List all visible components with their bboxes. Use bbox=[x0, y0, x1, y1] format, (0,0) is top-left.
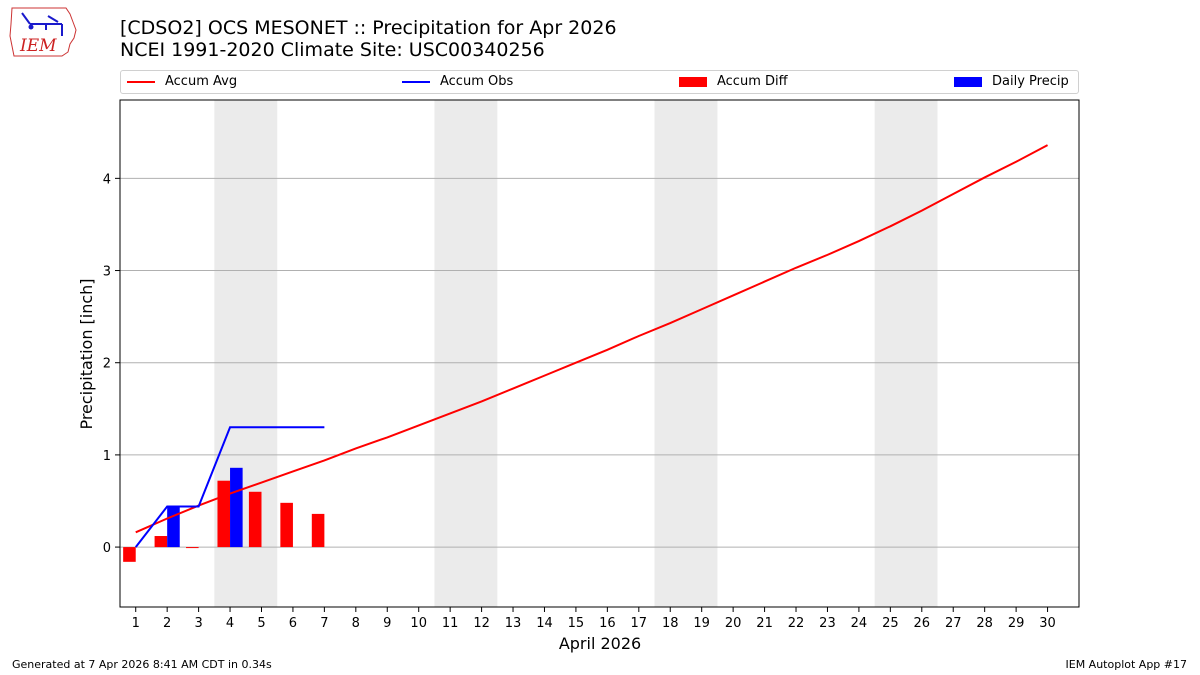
x-tick-label: 27 bbox=[945, 616, 962, 631]
x-tick-label: 18 bbox=[662, 616, 679, 631]
x-tick-label: 26 bbox=[914, 616, 931, 631]
x-tick-label: 8 bbox=[352, 616, 360, 631]
accum-diff-bar bbox=[186, 547, 199, 549]
accum-diff-bar bbox=[154, 536, 168, 548]
weather-station-icon bbox=[21, 12, 63, 36]
logo-text: IEM bbox=[19, 36, 57, 56]
weekend-band bbox=[434, 100, 498, 607]
x-tick-label: 11 bbox=[442, 616, 459, 631]
footer-generated: Generated at 7 Apr 2026 8:41 AM CDT in 0… bbox=[12, 658, 272, 671]
x-tick-label: 14 bbox=[536, 616, 553, 631]
x-tick-label: 7 bbox=[320, 616, 328, 631]
legend-item-accum-diff: Accum Diff bbox=[679, 74, 788, 89]
accum-diff-bar bbox=[311, 513, 325, 548]
legend-label: Accum Diff bbox=[717, 74, 788, 89]
legend-label: Accum Obs bbox=[440, 74, 514, 89]
x-tick-label: 19 bbox=[693, 616, 710, 631]
x-tick-label: 3 bbox=[194, 616, 202, 631]
x-tick-label: 30 bbox=[1039, 616, 1056, 631]
accum-diff-bar bbox=[217, 480, 231, 548]
weekend-band bbox=[874, 100, 938, 607]
plot-frame bbox=[119, 99, 1080, 608]
legend: Accum Avg Accum Obs Accum Diff Daily Pre… bbox=[120, 70, 1079, 94]
x-tick-label: 1 bbox=[132, 616, 140, 631]
x-tick-label: 17 bbox=[631, 616, 648, 631]
x-tick-label: 15 bbox=[568, 616, 585, 631]
x-tick-label: 20 bbox=[725, 616, 742, 631]
x-tick-label: 9 bbox=[383, 616, 391, 631]
x-tick-label: 28 bbox=[976, 616, 993, 631]
legend-swatch bbox=[402, 80, 430, 83]
y-axis-label: Precipitation [inch] bbox=[77, 278, 96, 429]
y-tick-label: 2 bbox=[103, 357, 111, 372]
accum-obs-line bbox=[134, 426, 325, 548]
x-tick-label: 5 bbox=[257, 616, 265, 631]
accum-avg-line bbox=[135, 144, 1049, 534]
x-tick-label: 4 bbox=[226, 616, 234, 631]
x-tick-label: 23 bbox=[819, 616, 836, 631]
x-tick-label: 22 bbox=[788, 616, 805, 631]
legend-swatch bbox=[954, 76, 982, 87]
accum-diff-bar bbox=[123, 547, 136, 562]
x-axis-label: April 2026 bbox=[559, 634, 641, 653]
y-tick-label: 0 bbox=[103, 541, 111, 556]
footer-app: IEM Autoplot App #17 bbox=[1065, 658, 1188, 671]
x-tick-label: 25 bbox=[882, 616, 899, 631]
x-tick-label: 6 bbox=[289, 616, 297, 631]
legend-label: Daily Precip bbox=[992, 74, 1069, 89]
legend-label: Accum Avg bbox=[165, 74, 238, 89]
x-tick-label: 10 bbox=[410, 616, 427, 631]
lines bbox=[134, 144, 1049, 548]
legend-swatch bbox=[127, 80, 155, 83]
y-tick-label: 4 bbox=[103, 172, 111, 187]
chart-title: [CDSO2] OCS MESONET :: Precipitation for… bbox=[120, 17, 617, 39]
legend-swatch bbox=[679, 76, 707, 87]
y-tick-label: 1 bbox=[103, 449, 111, 464]
weekend-shading bbox=[214, 100, 938, 607]
chart-subtitle: NCEI 1991-2020 Climate Site: USC00340256 bbox=[120, 39, 545, 61]
sensor-dot-icon bbox=[28, 24, 34, 30]
accum-diff-bar bbox=[248, 491, 262, 548]
x-tick-label: 13 bbox=[505, 616, 522, 631]
weekend-band bbox=[654, 100, 718, 607]
bars bbox=[123, 467, 325, 562]
legend-item-daily-precip: Daily Precip bbox=[954, 74, 1069, 89]
x-tick-label: 21 bbox=[756, 616, 773, 631]
daily-precip-bar bbox=[167, 506, 180, 548]
legend-item-accum-avg: Accum Avg bbox=[127, 74, 237, 89]
iem-logo: IEM bbox=[9, 7, 77, 57]
y-tick-label: 3 bbox=[103, 265, 111, 280]
daily-precip-bar bbox=[230, 467, 243, 548]
x-tick-label: 2 bbox=[163, 616, 171, 631]
gridlines bbox=[120, 177, 1079, 548]
x-tick-label: 29 bbox=[1008, 616, 1025, 631]
x-tick-label: 12 bbox=[473, 616, 490, 631]
accum-diff-bar bbox=[280, 502, 293, 548]
x-tick-label: 16 bbox=[599, 616, 616, 631]
legend-item-accum-obs: Accum Obs bbox=[402, 74, 513, 89]
x-tick-label: 24 bbox=[851, 616, 868, 631]
